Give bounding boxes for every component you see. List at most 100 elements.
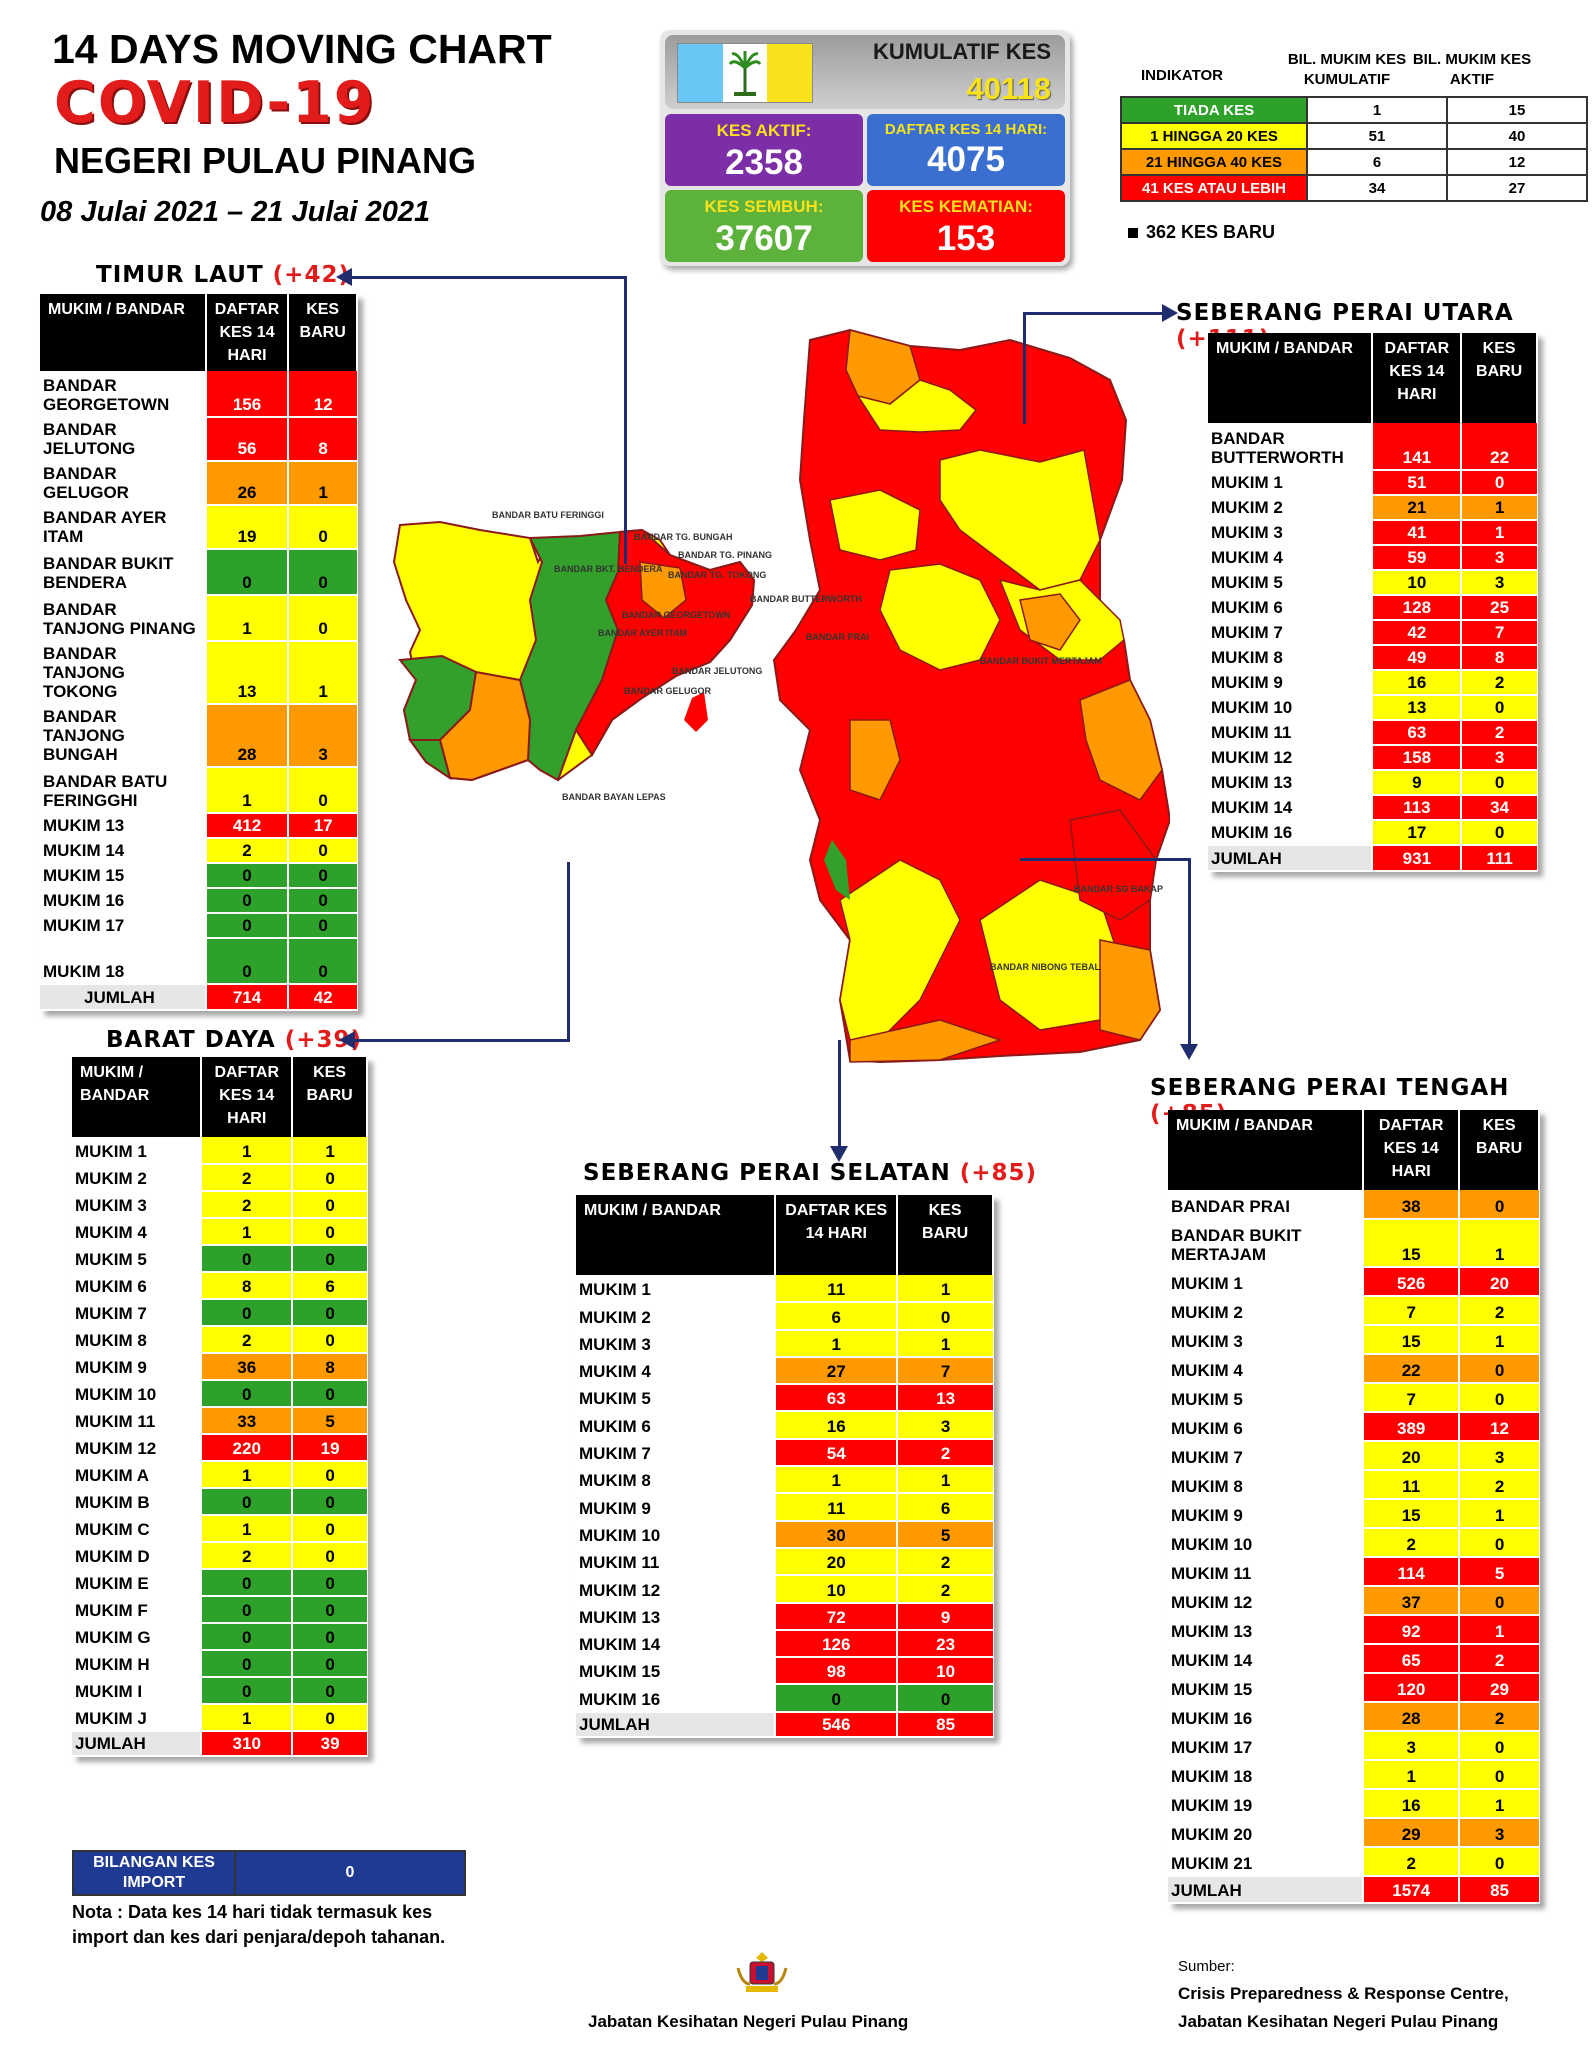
mukim-name: MUKIM 11 [72,1407,202,1435]
total-new-cases: 85 [1458,1876,1539,1904]
legend-cum-header: BIL. MUKIM KES KUMULATIF [1287,51,1407,88]
new-cases: 3 [1460,745,1537,771]
mukim-name: MUKIM 10 [1168,1528,1364,1558]
total-14-days: 931 [1371,845,1462,872]
new-cases: 6 [896,1493,993,1522]
mukim-name: MUKIM 9 [72,1353,202,1381]
cases-14-days: 11 [774,1493,898,1522]
mukim-name: BANDAR GEORGETOWN [40,371,206,418]
map-labels: BANDAR BATU FERINGGI BANDAR TG. BUNGAH B… [492,510,1163,972]
connector-sp-utara [1025,312,1165,315]
new-cases: 3 [1458,1441,1539,1471]
new-cases: 0 [1458,1847,1539,1877]
mukim-name: MUKIM D [72,1542,202,1570]
mukim-name: MUKIM 8 [1168,1470,1364,1500]
table-row: MUKIM 14 2 0 [40,838,357,864]
new-cases: 8 [291,1353,367,1381]
new-cases: 3 [287,704,357,768]
deaths-value: 153 [936,219,996,258]
cases-14-days: 1 [200,1515,293,1543]
mukim-name: BANDAR TANJONG BUNGAH [40,704,206,768]
table-row: MUKIM 18 1 0 [1168,1760,1539,1790]
new-cases: 3 [896,1411,993,1440]
title-state: NEGERI PULAU PINANG [54,140,477,181]
mukim-name: MUKIM E [72,1569,202,1597]
table-row: MUKIM 16 28 2 [1168,1702,1539,1732]
cases-14-days: 98 [774,1657,898,1686]
mukim-name: MUKIM H [72,1650,202,1678]
table-row: MUKIM 7 42 7 [1208,620,1537,646]
new-cases: 22 [1460,423,1537,471]
table-header-row: MUKIM / BANDAR DAFTAR KES 14 HARI KES BARU [40,294,358,371]
mukim-name: MUKIM 8 [576,1466,776,1495]
total-label: JUMLAH [576,1711,776,1738]
table-row: BANDAR AYER ITAM 19 0 [40,505,357,550]
legend-cum-count: 51 [1306,122,1448,150]
table-row: MUKIM 1 526 20 [1168,1267,1539,1297]
new-cases: 13 [896,1384,993,1413]
active-label: KES AKTIF: [716,121,812,140]
new-cases: 1 [896,1275,993,1304]
total-new-cases: 39 [291,1731,367,1757]
list14-label: DAFTAR KES 14 HARI: [884,121,1048,138]
new-cases: 5 [291,1407,367,1435]
new-cases-text: 362 KES BARU [1146,222,1276,242]
cases-14-days: 0 [204,863,289,889]
new-cases: 0 [287,549,357,596]
mukim-name: MUKIM G [72,1623,202,1651]
mukim-name: MUKIM 15 [1168,1673,1364,1703]
mukim-name: MUKIM 14 [576,1629,776,1659]
new-cases: 23 [896,1629,993,1659]
svg-text:BANDAR SG BAKAP: BANDAR SG BAKAP [1074,884,1163,894]
cases-14-days: 156 [204,371,289,418]
new-cases: 1 [1458,1615,1539,1645]
svg-text:BANDAR TG. BUNGAH: BANDAR TG. BUNGAH [634,532,733,542]
new-cases: 0 [287,888,357,914]
cases-14-days: 17 [1371,820,1462,846]
column-header: KES BARU [897,1195,994,1275]
arrow-down-icon [1180,1044,1198,1060]
new-cases: 2 [896,1575,993,1604]
legend-active-count: 12 [1446,148,1588,176]
new-cases: 2 [1460,670,1537,696]
column-header: MUKIM / BANDAR [1208,333,1374,423]
new-cases: 9 [896,1602,993,1631]
new-cases: 0 [291,1488,367,1516]
mukim-name: MUKIM 1 [1168,1267,1364,1297]
cases-14-days: 6 [774,1302,898,1331]
kpi-list14: DAFTAR KES 14 HARI: 4075 [867,114,1065,186]
cases-14-days: 0 [204,549,289,596]
mukim-name: MUKIM I [72,1677,202,1705]
connector-timur-laut [349,276,627,279]
mukim-name: MUKIM 17 [40,913,206,939]
table-row: MUKIM 13 72 9 [576,1602,993,1631]
mukim-name: MUKIM 13 [1168,1615,1364,1645]
svg-text:BANDAR GELUGOR: BANDAR GELUGOR [624,686,711,696]
cases-14-days: 16 [1362,1789,1460,1819]
new-cases: 2 [1458,1644,1539,1674]
table-row: MUKIM 13 92 1 [1168,1615,1539,1645]
import-label: BILANGAN KES IMPORT [72,1850,236,1896]
mukim-name: MUKIM 14 [40,838,206,864]
title-covid: COVID-19 [54,70,376,136]
mukim-name: MUKIM 3 [1208,520,1373,546]
table-row: MUKIM 4 22 0 [1168,1354,1539,1384]
cases-14-days: 15 [1362,1219,1460,1268]
new-cases: 34 [1460,795,1537,821]
kpi-cumulative-box: KUMULATIF KES 40118 [665,35,1065,109]
region-title-sp-selatan: SEBERANG PERAI SELATAN (+85) [583,1160,1038,1186]
table-row: MUKIM 10 0 0 [72,1380,367,1408]
new-cases: 0 [287,505,357,550]
table-sp-selatan: MUKIM / BANDAR DAFTAR KES 14 HARI KES BARU… [576,1195,994,1738]
table-row: BANDAR GELUGOR 26 1 [40,461,357,506]
table-row: MUKIM 1 11 1 [576,1275,993,1304]
cases-14-days: 526 [1362,1267,1460,1297]
cases-14-days: 7 [1362,1383,1460,1413]
